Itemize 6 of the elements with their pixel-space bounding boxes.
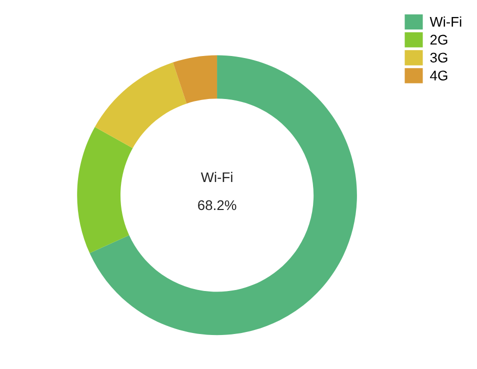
text: Wi-Fi — [200, 172, 232, 182]
legend-label: 3G — [430, 52, 448, 63]
legend-label: 4G — [430, 70, 448, 80]
legend-label: 2G — [430, 34, 448, 45]
text: 68.2% — [198, 200, 236, 210]
legend-label: Wi-Fi — [430, 16, 462, 27]
